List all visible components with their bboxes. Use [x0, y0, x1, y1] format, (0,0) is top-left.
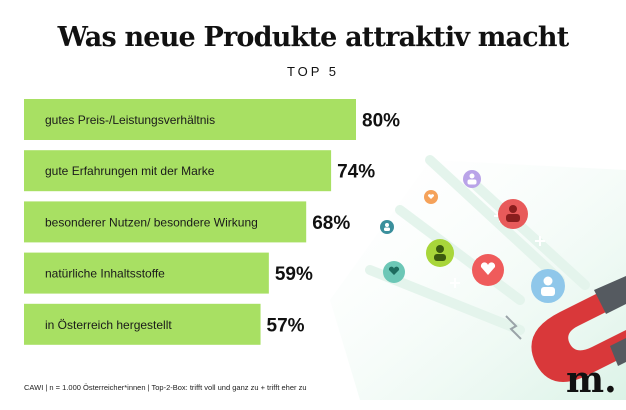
bar-label: natürliche Inhaltsstoffe [45, 267, 165, 281]
heart-icon [472, 254, 504, 286]
bar [24, 303, 261, 345]
user-icon [463, 170, 481, 188]
bar-label: gute Erfahrungen mit der Marke [45, 164, 215, 178]
chart-subtitle: TOP 5 [286, 64, 340, 79]
bar-label: in Österreich hergestellt [45, 318, 172, 332]
bar-label: gutes Preis-/Leistungsverhältnis [45, 113, 215, 127]
bar-value-label: 68% [312, 213, 350, 234]
bar-value-label: 80% [362, 111, 400, 132]
brand-logo: m. [566, 359, 617, 401]
bar-value-label: 59% [275, 264, 313, 285]
bar-value-label: 74% [337, 162, 375, 183]
bar [24, 99, 356, 140]
user-icon [380, 220, 394, 234]
bar [24, 252, 269, 294]
user-icon [498, 199, 528, 229]
footnote: CAWI | n = 1.000 Österreicher*innen | To… [24, 383, 307, 392]
bar [24, 150, 332, 192]
bar-value-label: 57% [267, 315, 305, 336]
bar-label: besonderer Nutzen/ besondere Wirkung [45, 215, 258, 229]
user-icon [426, 239, 454, 267]
heart-icon [424, 190, 438, 204]
chart-title: Was neue Produkte attraktiv macht [57, 22, 570, 53]
magnet-icon [531, 276, 626, 382]
bar [24, 201, 307, 243]
heart-icon [383, 261, 405, 283]
lightning-icon [505, 315, 522, 340]
user-icon [531, 269, 565, 303]
